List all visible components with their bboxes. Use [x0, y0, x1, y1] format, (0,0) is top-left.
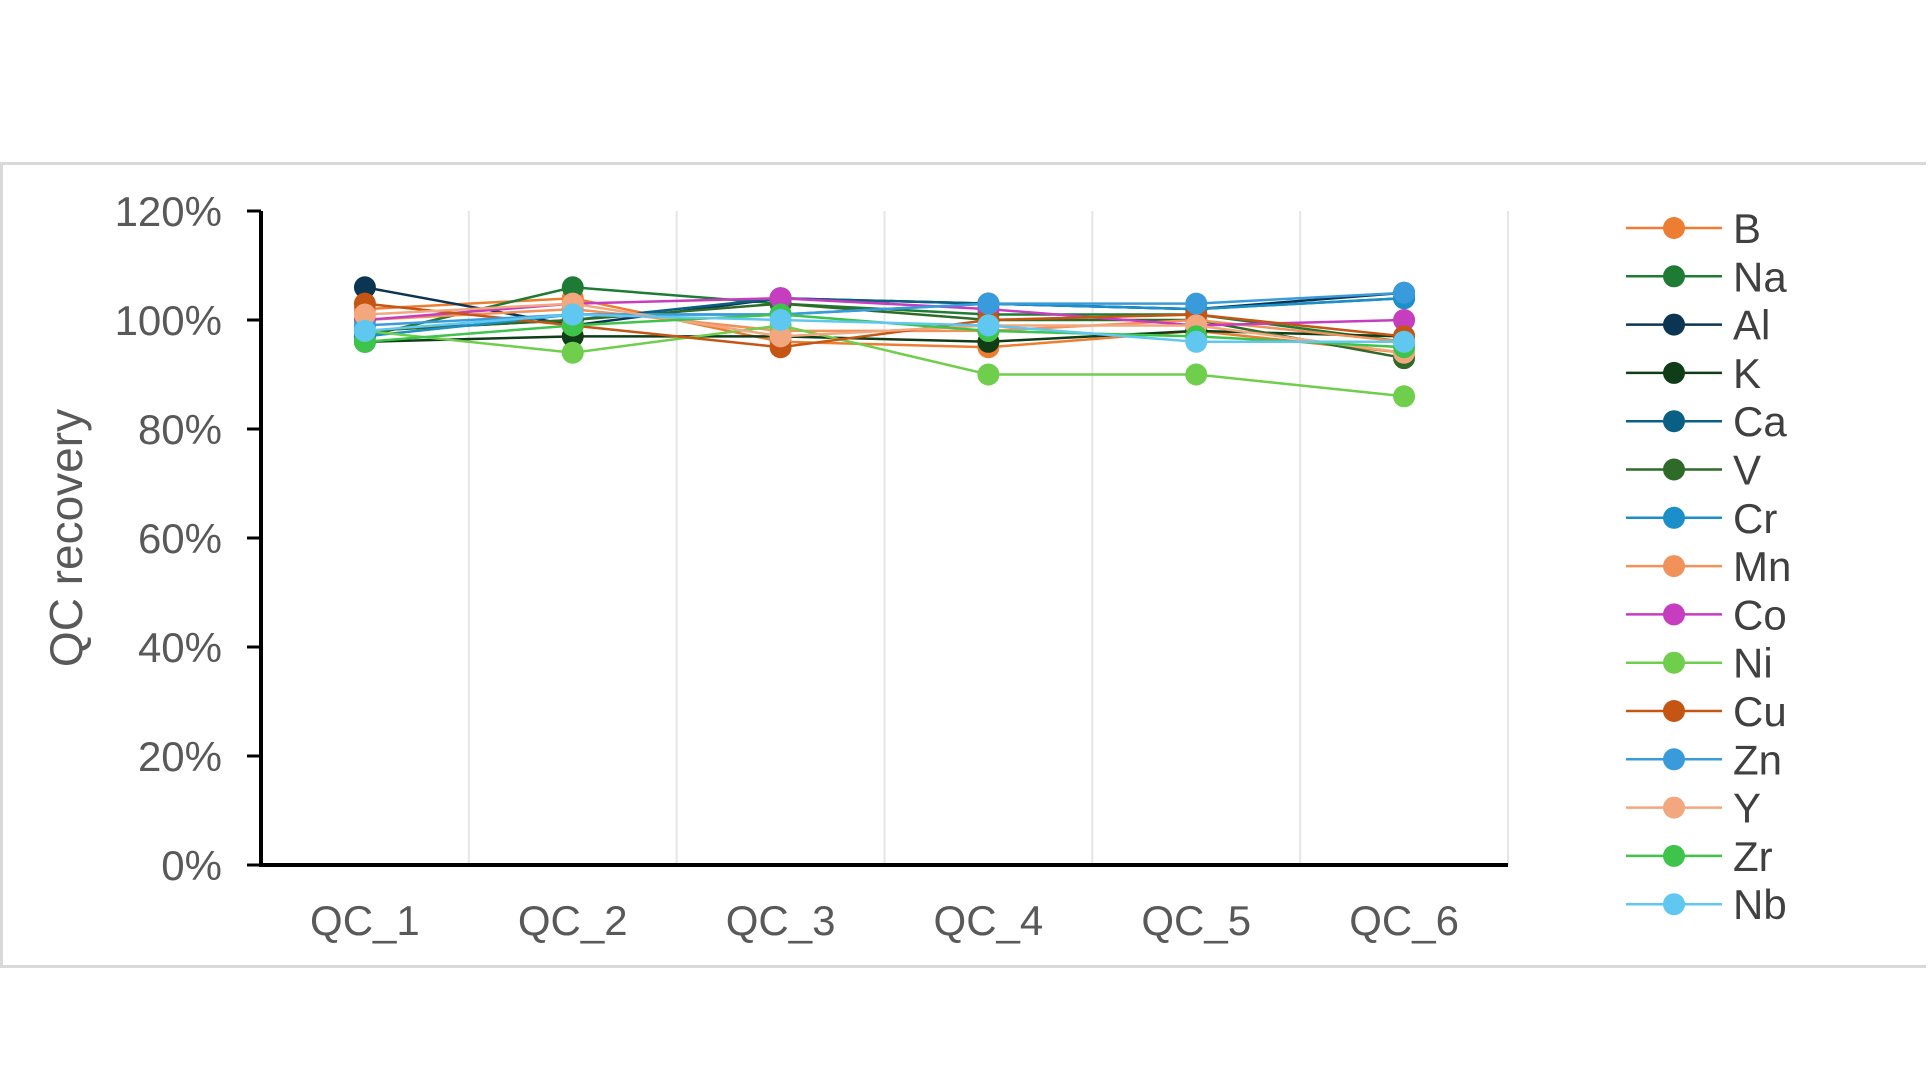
x-tick-label: QC_5 — [1141, 897, 1251, 944]
data-point — [977, 363, 1000, 386]
series-line — [364, 302, 1405, 354]
x-tick-label: QC_1 — [310, 897, 420, 944]
data-point — [1185, 292, 1208, 315]
legend-marker — [1663, 651, 1685, 674]
y-tick-label: 100% — [115, 297, 222, 344]
legend-item: Cu — [1626, 688, 1787, 735]
legend-label: Zn — [1733, 736, 1782, 783]
legend-marker — [1663, 265, 1685, 288]
legend-label: Cr — [1733, 495, 1777, 542]
legend-item: Ni — [1626, 640, 1773, 687]
legend-item: B — [1626, 205, 1761, 252]
legend-label: Mn — [1733, 543, 1791, 590]
data-point — [977, 314, 1000, 337]
y-tick-label: 80% — [138, 406, 222, 453]
legend-label: B — [1733, 205, 1761, 252]
legend-marker — [1663, 458, 1685, 481]
data-point — [769, 309, 792, 331]
legend-label: Nb — [1733, 881, 1787, 928]
legend-item: V — [1626, 447, 1761, 494]
data-point — [561, 341, 584, 364]
data-point — [769, 325, 792, 348]
series-lines — [353, 276, 1416, 408]
series-line — [364, 329, 1405, 344]
legend-item: Al — [1626, 302, 1770, 349]
series-line — [364, 313, 1405, 344]
legend-marker — [1663, 506, 1685, 529]
legend-marker — [1663, 603, 1685, 626]
legend-item: Zn — [1626, 736, 1782, 783]
data-point — [1185, 330, 1208, 353]
x-tick-label: QC_6 — [1349, 897, 1459, 944]
data-point — [977, 292, 1000, 315]
legend-label: Co — [1733, 591, 1787, 638]
data-point — [561, 276, 584, 299]
legend-label: Ni — [1733, 640, 1773, 687]
legend-label: Ca — [1733, 398, 1787, 445]
data-point — [1185, 363, 1208, 386]
legend-marker — [1663, 555, 1685, 578]
data-point — [353, 276, 376, 299]
legend-item: Mn — [1626, 543, 1791, 590]
y-tick-label: 120% — [115, 188, 222, 235]
legend-label: V — [1733, 447, 1761, 494]
legend-label: Zr — [1733, 833, 1773, 880]
x-tick-label: QC_3 — [726, 897, 836, 944]
y-tick-label: 60% — [138, 515, 222, 562]
y-tick-label: 0% — [161, 842, 222, 889]
y-tick-label: 40% — [138, 624, 222, 671]
legend-item: Na — [1626, 253, 1787, 300]
data-point — [769, 287, 792, 310]
legend-label: Na — [1733, 253, 1787, 300]
legend-item: Ca — [1626, 398, 1787, 445]
data-point — [1393, 385, 1416, 408]
legend-marker — [1663, 313, 1685, 336]
data-point — [561, 303, 584, 326]
axes: 0% 20% 40% 60% 80% 100% 120% QC_1 QC_2 QC_3 QC_4 QC… — [115, 188, 1508, 944]
series-line — [364, 302, 1405, 349]
series-line — [364, 296, 1405, 354]
legend-marker — [1663, 844, 1685, 867]
legend-marker — [1663, 893, 1685, 916]
legend-label: Y — [1733, 785, 1761, 832]
legend-label: K — [1733, 350, 1761, 397]
legend-item: Zr — [1626, 833, 1773, 880]
legend-marker — [1663, 700, 1685, 722]
data-point — [1393, 330, 1416, 353]
legend-marker — [1663, 410, 1685, 433]
data-point — [1393, 281, 1416, 304]
legend-marker — [1663, 361, 1685, 384]
data-point — [353, 303, 376, 326]
legend-marker — [1663, 217, 1685, 239]
data-point — [353, 319, 376, 342]
legend-item: K — [1626, 350, 1761, 397]
data-point — [1393, 309, 1416, 331]
x-tick-label: QC_4 — [934, 897, 1044, 944]
chart-frame — [0, 162, 1926, 968]
legend-item: Y — [1626, 785, 1761, 832]
legend-item: Co — [1626, 591, 1787, 638]
legend-item: Cr — [1626, 495, 1777, 542]
series-line — [364, 324, 1405, 398]
y-axis-title: QC recovery — [40, 409, 92, 667]
y-tick-label: 20% — [138, 733, 222, 780]
legend-marker — [1663, 748, 1685, 771]
series-nb — [353, 303, 1416, 353]
legend-label: Al — [1733, 302, 1770, 349]
legend-marker — [1663, 796, 1685, 819]
x-tick-label: QC_2 — [518, 897, 628, 944]
legend-label: Cu — [1733, 688, 1787, 735]
legend-item: Nb — [1626, 881, 1787, 928]
